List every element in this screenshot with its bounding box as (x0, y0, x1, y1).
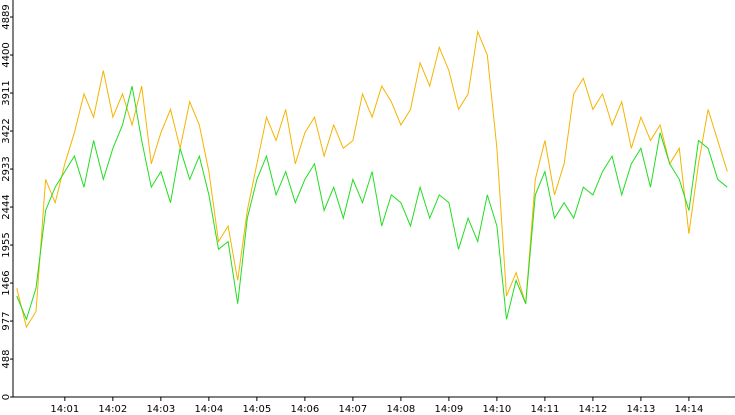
x-tick-label: 14:12 (578, 404, 607, 415)
series-line (16, 29, 728, 329)
y-tick-label: 977 (1, 312, 12, 331)
x-tick-label: 14:01 (50, 404, 79, 415)
y-tick-label: 3911 (1, 80, 12, 105)
x-tick-label: 14:06 (290, 404, 319, 415)
x-tick-label: 14:09 (434, 404, 463, 415)
x-tick-label: 14:07 (338, 404, 367, 415)
y-tick-label: 3422 (1, 118, 12, 143)
x-tick-label: 14:13 (626, 404, 655, 415)
x-tick-label: 14:05 (242, 404, 271, 415)
x-tick-label: 14:14 (675, 404, 704, 415)
series-line (16, 85, 728, 321)
y-tick-label: 1955 (1, 232, 12, 257)
y-tick-label: 2933 (1, 156, 12, 181)
x-tick-label: 14:10 (482, 404, 511, 415)
y-tick-label: 2444 (1, 194, 12, 219)
x-tick-label: 14:11 (530, 404, 559, 415)
x-tick-label: 14:02 (98, 404, 127, 415)
y-tick-label: 4400 (1, 42, 12, 67)
x-tick-label: 14:08 (386, 404, 415, 415)
y-tick-label: 488 (1, 350, 12, 369)
x-tick-label: 14:04 (194, 404, 223, 415)
y-tick-label: 4889 (1, 4, 12, 29)
y-tick-label: 0 (1, 394, 12, 400)
y-tick-label: 1466 (1, 270, 12, 295)
x-tick-label: 14:03 (146, 404, 175, 415)
